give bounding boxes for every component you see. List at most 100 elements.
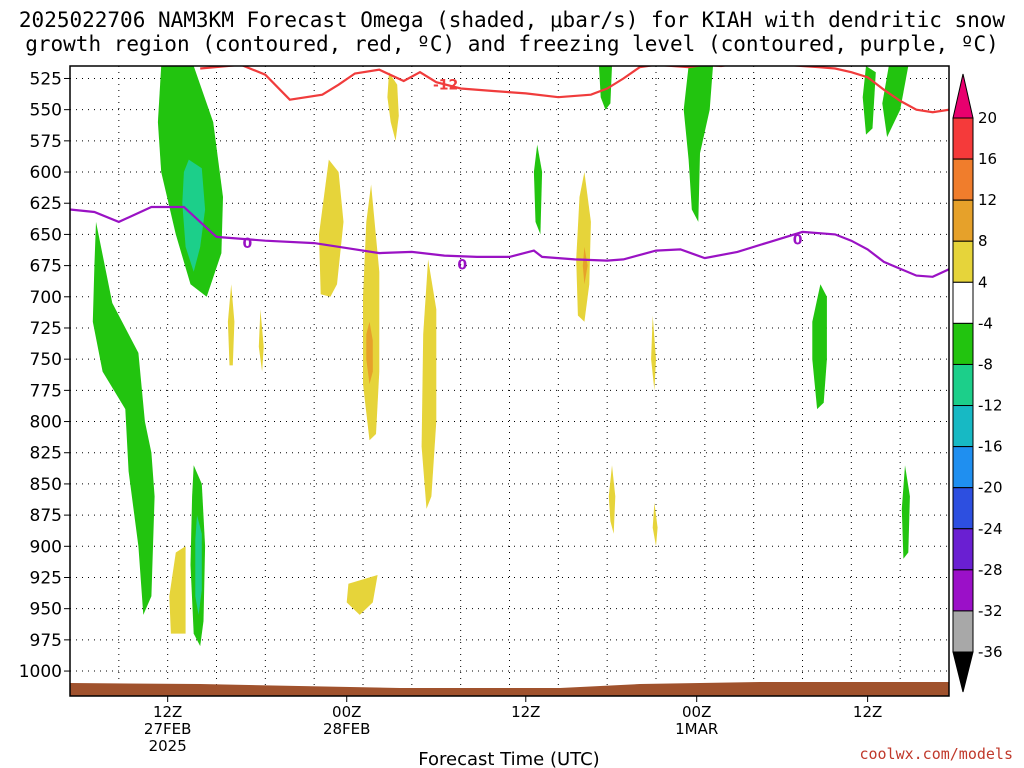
y-tick-label: 850: [30, 475, 62, 495]
freezing-level-label: 0: [793, 232, 803, 248]
y-tick-label: 625: [30, 194, 62, 214]
colorbar-swatch: [952, 281, 974, 324]
dgz-contour-line: [200, 66, 949, 114]
dgz-contour-label: -12: [433, 78, 458, 94]
colorbar-swatch: [952, 610, 974, 653]
x-tick-label: 12Z: [511, 703, 540, 721]
y-tick-label: 525: [30, 69, 62, 89]
y-tick-label: 750: [30, 350, 62, 370]
colorbar-bottom-arrow: [952, 651, 974, 693]
omega-region: [533, 144, 543, 235]
y-tick-label: 800: [30, 413, 62, 433]
colorbar-tick-label: -20: [978, 479, 1003, 497]
site-credit[interactable]: coolwx.com/models: [859, 745, 1013, 763]
x-tick-label: 2025: [149, 737, 187, 755]
colorbar-swatch: [952, 158, 974, 201]
y-tick-label: 550: [30, 101, 62, 121]
y-tick-label: 975: [30, 631, 62, 651]
freezing-level-label: 0: [243, 236, 253, 252]
data-layer: -12 0 0 0: [70, 66, 949, 647]
chart-title-line2: growth region (contoured, red, ºC) and f…: [25, 32, 999, 56]
colorbar-swatch: [952, 446, 974, 489]
colorbar-tick-label: 4: [978, 273, 988, 291]
colorbar-swatch: [952, 322, 974, 365]
omega-region: [421, 259, 437, 509]
x-tick-label: 12Z: [853, 703, 882, 721]
omega-region: [582, 246, 588, 285]
omega-region: [683, 66, 713, 222]
ground-layer: [70, 682, 949, 696]
omega-region: [387, 72, 399, 141]
y-tick-label: 700: [30, 288, 62, 308]
omega-region: [346, 575, 378, 615]
freezing-level-line: [70, 205, 949, 278]
ground-surface: [70, 682, 949, 696]
y-tick-label: 600: [30, 163, 62, 183]
omega-region: [195, 515, 202, 615]
omega-region: [608, 465, 616, 534]
y-tick-label: 725: [30, 319, 62, 339]
y-tick-label: 925: [30, 568, 62, 588]
x-tick-label: 28FEB: [323, 720, 370, 738]
omega-region: [92, 221, 155, 615]
colorbar-swatch: [952, 363, 974, 407]
x-tick-label: 27FEB: [144, 720, 191, 738]
y-axis: 525 550 575 600 625 650 675 700 725 750 775 800 825 8…: [19, 69, 70, 682]
y-tick-label: 650: [30, 225, 62, 245]
x-tick-label: 00Z: [332, 703, 361, 721]
y-tick-label: 675: [30, 257, 62, 277]
omega-region: [882, 66, 909, 138]
omega-region: [812, 284, 827, 410]
omega-region: [862, 66, 876, 135]
y-tick-label: 575: [30, 132, 62, 152]
colorbar-tick-label: -16: [978, 438, 1003, 456]
colorbar-swatch: [952, 569, 974, 612]
omega-region: [227, 284, 235, 366]
colorbar-swatch: [952, 240, 974, 283]
x-axis-label: Forecast Time (UTC): [418, 749, 599, 768]
y-tick-label: 825: [30, 444, 62, 464]
omega-region: [651, 315, 656, 391]
x-tick-label: 00Z: [682, 703, 711, 721]
chart-title-line1: 2025022706 NAM3KM Forecast Omega (shaded…: [18, 8, 1006, 32]
x-tick-label: 1MAR: [675, 720, 718, 738]
colorbar-tick-label: 8: [978, 232, 988, 250]
omega-region: [258, 309, 264, 372]
omega-region: [901, 465, 910, 559]
colorbar-swatch: [952, 199, 974, 242]
colorbar-tick-label: -28: [978, 561, 1003, 579]
colorbar-tick-label: 12: [978, 191, 997, 209]
colorbar-tick-label: -32: [978, 602, 1003, 620]
omega-region: [366, 321, 373, 385]
colorbar-tick-label: 16: [978, 150, 997, 168]
plot-frame: [69, 65, 950, 697]
omega-region: [363, 184, 380, 441]
grid-layer: [69, 66, 950, 696]
omega-region: [652, 502, 658, 547]
y-tick-label: 1000: [19, 662, 62, 682]
omega-region: [319, 159, 344, 297]
colorbar-top-arrow: [952, 73, 974, 119]
colorbar-swatch: [952, 405, 974, 448]
colorbar-tick-label: -36: [978, 643, 1003, 661]
colorbar-tick-label: -24: [978, 520, 1003, 538]
colorbar-tick-label: -12: [978, 397, 1003, 415]
colorbar-swatch: [952, 528, 974, 571]
y-tick-label: 900: [30, 537, 62, 557]
colorbar-tick-label: -4: [978, 314, 993, 332]
colorbar-tick-label: 20: [978, 109, 997, 127]
y-tick-label: 950: [30, 600, 62, 620]
omega-region: [576, 172, 591, 322]
colorbar-swatch: [952, 117, 974, 160]
y-tick-label: 775: [30, 381, 62, 401]
x-tick-label: 12Z: [153, 703, 182, 721]
colorbar-tick-label: -8: [978, 355, 993, 373]
freezing-level-label: 0: [457, 257, 467, 273]
colorbar: 20 16 12 8 4 -4 -8 -12 -16 -20 -24 -28 -32 -36: [952, 73, 1003, 693]
colorbar-swatch: [952, 487, 974, 530]
omega-region: [169, 546, 186, 634]
y-tick-label: 875: [30, 506, 62, 526]
omega-region: [599, 66, 612, 110]
